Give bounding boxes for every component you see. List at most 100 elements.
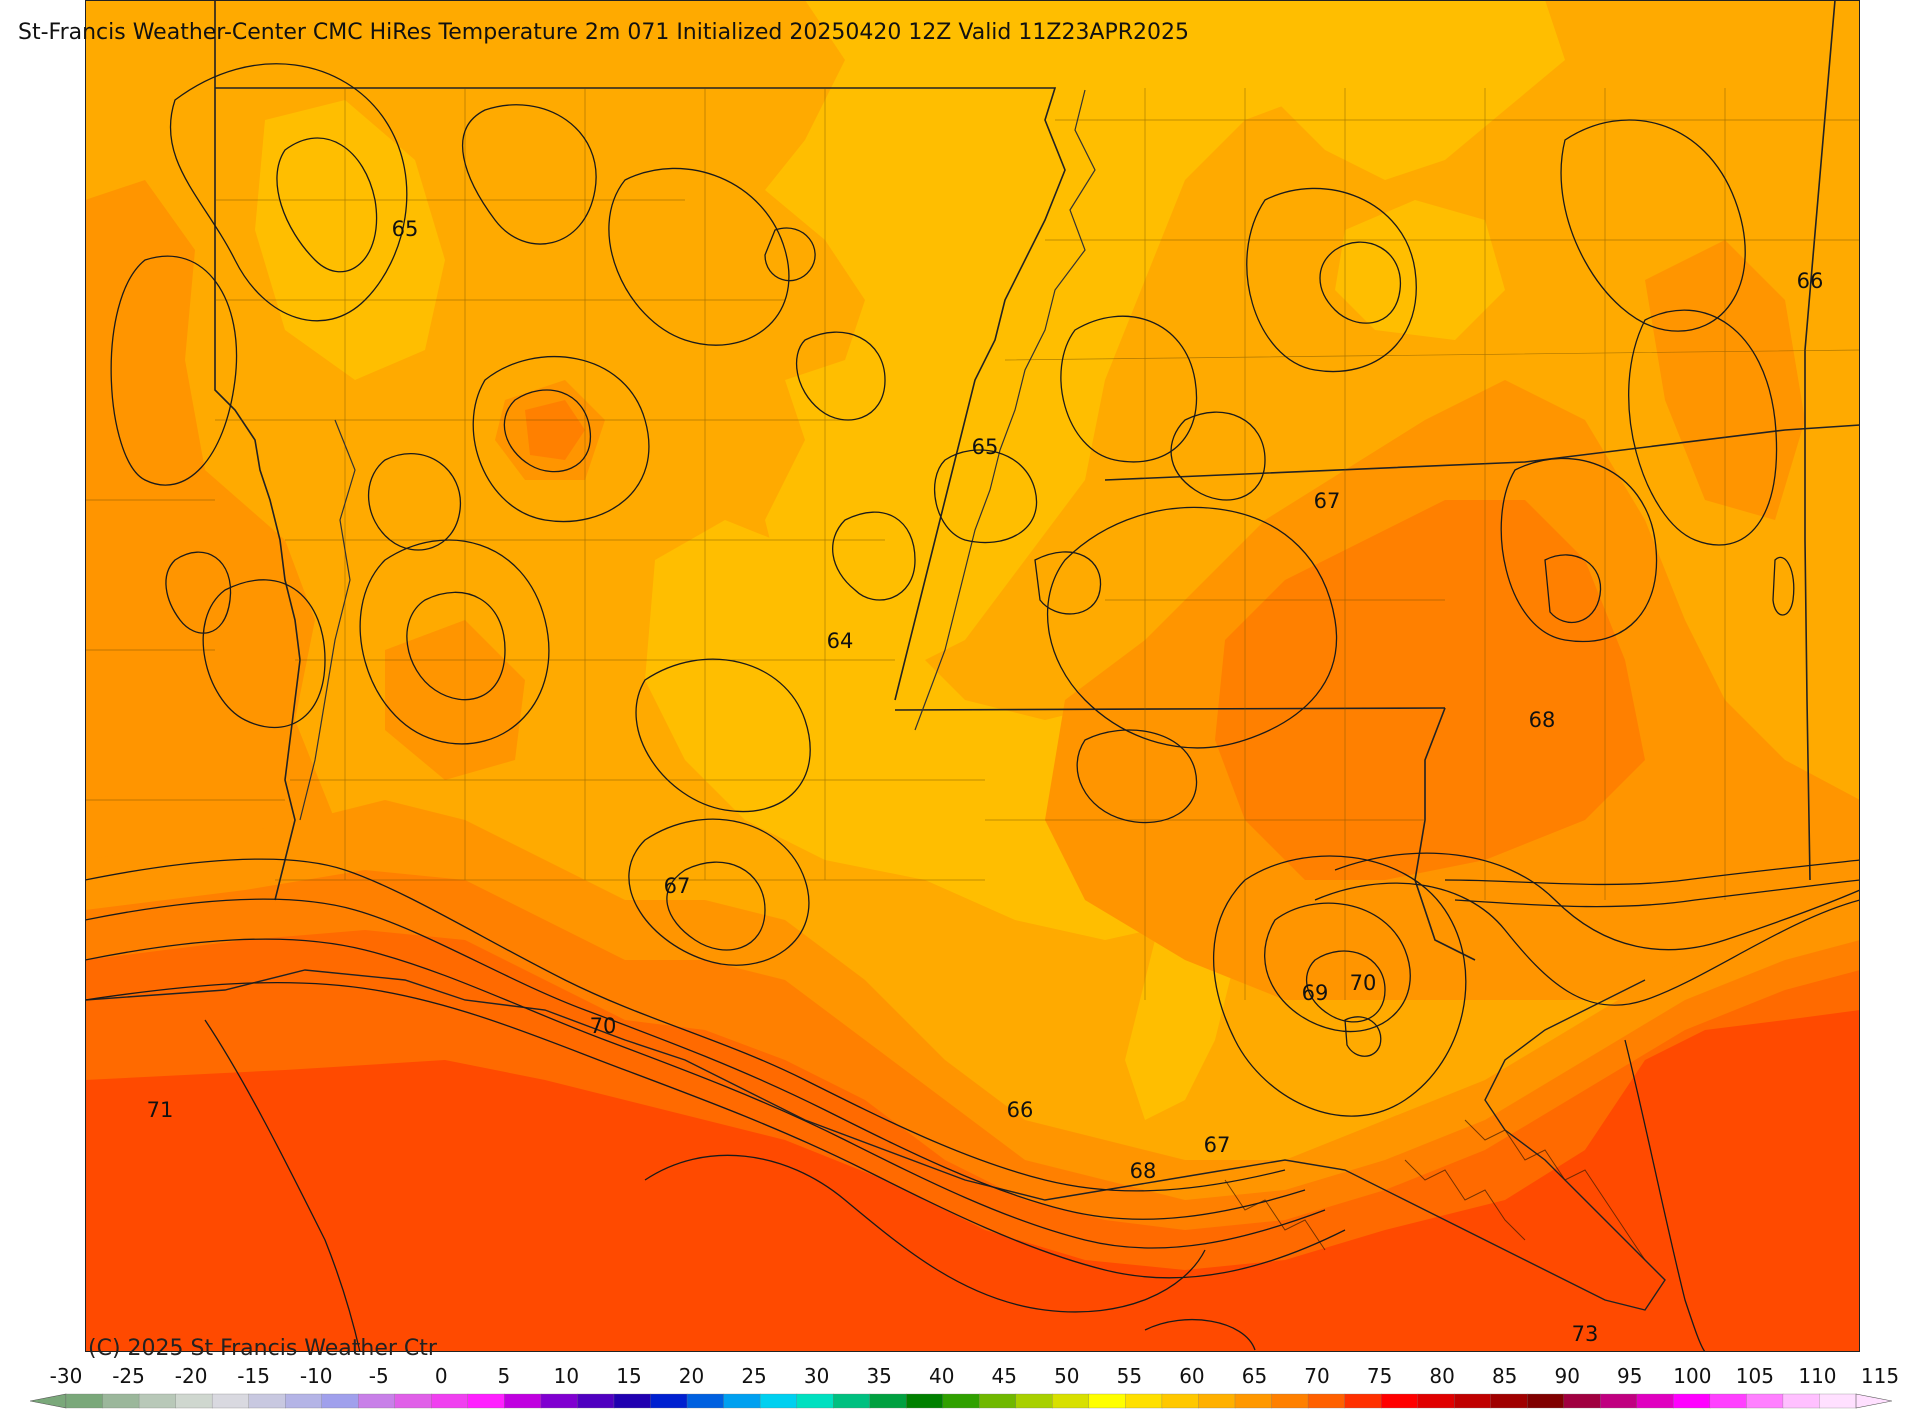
- colorbar-tick-label: 20: [678, 1364, 705, 1388]
- colorbar-cell: [1198, 1393, 1236, 1409]
- fill-64-65-ne-lobe: [1335, 200, 1505, 340]
- colorbar-cell: [65, 1393, 104, 1409]
- fill-64-65-north: [215, 0, 1425, 680]
- contour-label: 65: [392, 217, 419, 241]
- colorbar-tick-label: 60: [1179, 1364, 1205, 1388]
- contour-label: 70: [1350, 971, 1377, 995]
- fill-70-plus-gulf: [85, 1010, 1860, 1352]
- colorbar-cell: [650, 1393, 688, 1409]
- colorbar-cell: [1307, 1393, 1346, 1409]
- contour-label: 67: [664, 874, 691, 898]
- delta-marsh: [1224, 1119, 1646, 1261]
- colorbar-cell: [1271, 1393, 1309, 1409]
- colorbar-low-arrow: [30, 1393, 67, 1409]
- colorbar-tick-label: -5: [368, 1364, 389, 1388]
- map-border: [85, 0, 1860, 1352]
- colorbar-cell: [540, 1393, 579, 1409]
- fill-64-65-northeast: [1205, 0, 1565, 180]
- colorbar-tick-label: 10: [553, 1364, 580, 1388]
- colorbar-tick-label: 105: [1735, 1364, 1774, 1388]
- colorbar-cell: [394, 1393, 432, 1409]
- county-lines: [85, 88, 1860, 1000]
- colorbar-tick-label: 25: [741, 1364, 767, 1388]
- colorbar-tick-label: 100: [1673, 1364, 1712, 1388]
- fill-66-67-west: [85, 180, 345, 900]
- colorbar-cell: [1234, 1393, 1273, 1409]
- colorbar-cell: [1673, 1393, 1711, 1409]
- contour-label: 67: [1204, 1133, 1231, 1157]
- colorbar-tick-label: -20: [174, 1364, 208, 1388]
- rivers: [299, 89, 1096, 821]
- colorbar-cell: [1709, 1393, 1748, 1409]
- colorbar-tick-label: 90: [1554, 1364, 1580, 1388]
- colorbar-cell: [1782, 1393, 1821, 1409]
- colorbar-high-arrow: [1855, 1393, 1892, 1409]
- temperature-colorbar: [30, 1393, 1892, 1409]
- colorbar-cell: [248, 1393, 286, 1409]
- temperature-map: 65 66 65 67 64 68 67 70 69 70 71 66 67 6…: [85, 0, 1860, 1352]
- colorbar-tick-label: 30: [803, 1364, 830, 1388]
- colorbar-tick-label: 50: [1054, 1364, 1080, 1388]
- colorbar-cell: [1819, 1393, 1857, 1409]
- colorbar-cell: [942, 1393, 980, 1409]
- colorbar-cell: [686, 1393, 725, 1409]
- contour-label: 70: [590, 1014, 617, 1038]
- colorbar-cell: [1454, 1393, 1492, 1409]
- colorbar-cell: [759, 1393, 798, 1409]
- colorbar-cell: [1088, 1393, 1127, 1409]
- colorbar-tick-label: 45: [991, 1364, 1017, 1388]
- coastline: [85, 969, 1666, 1311]
- colorbar-tick-label: 65: [1241, 1364, 1268, 1388]
- map-canvas: 65 66 65 67 64 68 67 70 69 70 71 66 67 6…: [85, 0, 1860, 1352]
- colorbar-cell: [979, 1393, 1017, 1409]
- colorbar-tick-label: 5: [497, 1364, 511, 1388]
- colorbar-cell: [175, 1393, 213, 1409]
- colorbar-tick-label: 115: [1860, 1364, 1900, 1388]
- colorbar-cell: [832, 1393, 871, 1409]
- colorbar-tick-label: -10: [299, 1364, 333, 1388]
- colorbar-cell: [1417, 1393, 1455, 1409]
- colorbar-cell: [285, 1393, 323, 1409]
- colorbar-cell: [1746, 1393, 1784, 1409]
- colorbar-cell: [869, 1393, 907, 1409]
- colorbar-tick-label: 95: [1617, 1364, 1643, 1388]
- colorbar-tick-label: 0: [434, 1364, 448, 1388]
- colorbar-tick-label: 55: [1116, 1364, 1143, 1388]
- colorbar-cell: [1636, 1393, 1674, 1409]
- colorbar-cell: [211, 1393, 250, 1409]
- colorbar-cell: [431, 1393, 469, 1409]
- colorbar-tick-label: 15: [616, 1364, 642, 1388]
- colorbar-tick-label: 70: [1304, 1364, 1330, 1388]
- colorbar-cell: [1161, 1393, 1200, 1409]
- colorbar-cell: [613, 1393, 652, 1409]
- contour-label: 73: [1572, 1322, 1599, 1346]
- colorbar-cell: [1380, 1393, 1419, 1409]
- colorbar-cell: [138, 1393, 177, 1409]
- colorbar-tick-label: 85: [1491, 1364, 1518, 1388]
- fill-67-68-se-blob: [1265, 745, 1365, 840]
- colorbar-tick-label: 80: [1429, 1364, 1455, 1388]
- colorbar-cell: [467, 1393, 506, 1409]
- contour-label: 68: [1130, 1159, 1157, 1183]
- colorbar-cell: [1015, 1393, 1053, 1409]
- colorbar-cell: [577, 1393, 615, 1409]
- fill-64-65-west: [255, 100, 445, 380]
- colorbar-tick-label: -25: [112, 1364, 145, 1388]
- colorbar-cell: [102, 1393, 140, 1409]
- colorbar-cell: [1052, 1393, 1090, 1409]
- colorbar-cell: [321, 1393, 359, 1409]
- colorbar-tick-label: 110: [1798, 1364, 1837, 1388]
- contour-label: 66: [1007, 1098, 1034, 1122]
- state-borders: [214, 0, 1860, 961]
- colorbar-tick-label: 75: [1366, 1364, 1393, 1388]
- colorbar-cell: [906, 1393, 944, 1409]
- colorbar-cell: [796, 1393, 834, 1409]
- colorbar-cell: [1563, 1393, 1601, 1409]
- map-title: St-Francis Weather-Center CMC HiRes Temp…: [18, 20, 1190, 45]
- colorbar-cell: [1527, 1393, 1565, 1409]
- colorbar-cell: [723, 1393, 761, 1409]
- colorbar-cell: [1125, 1393, 1163, 1409]
- contour-label: 64: [827, 629, 854, 653]
- colorbar-tick-label: 35: [866, 1364, 892, 1388]
- contour-label: 65: [972, 435, 999, 459]
